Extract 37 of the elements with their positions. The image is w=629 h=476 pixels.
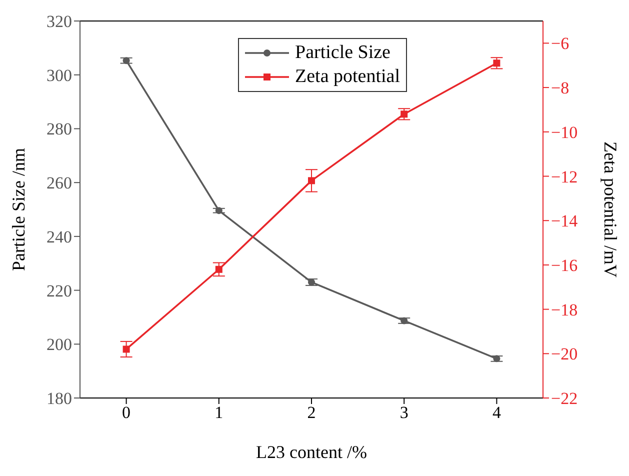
y2-tick-label: −22 [551,389,578,408]
point [215,266,222,273]
x-tick-label: 3 [400,403,408,422]
y2-tick-label: −8 [551,78,570,98]
point [308,177,315,184]
point [493,60,500,67]
y2-tick-label: −16 [551,256,578,275]
y-tick-label: 260 [46,174,72,193]
point [493,355,500,362]
x-tick-label: 4 [492,403,502,422]
x-tick-label: 1 [214,403,224,422]
y-tick-label: 320 [46,12,72,32]
legend-label: Zeta potential [295,65,400,89]
y2-tick-label: −20 [551,344,578,364]
y-tick-label: 280 [46,120,72,139]
point [308,278,315,286]
y-tick-label: 220 [46,281,72,300]
point [122,346,130,353]
y-tick-label: 300 [46,66,72,85]
x-axis-title: L23 content /% [256,442,367,462]
y2-axis-title: Zeta potential /mV [600,142,621,278]
y-axis-title: Particle Size /nm [8,148,28,271]
y-tick-label: 180 [46,389,72,408]
point [215,207,222,214]
y-tick-label: 240 [46,227,72,246]
point [400,317,408,324]
y2-tick-label: −18 [551,300,578,320]
y2-tick-label: −10 [551,122,578,142]
x-tick-label: 2 [307,403,316,422]
y2-tick-label: −6 [551,34,570,54]
y2-tick-label: −14 [551,212,578,231]
point [122,57,130,64]
y-tick-label: 200 [46,335,72,354]
point [400,110,408,118]
x-tick-label: 0 [122,403,131,422]
y2-tick-label: −12 [551,167,578,186]
legend-label: Particle Size [295,41,390,65]
